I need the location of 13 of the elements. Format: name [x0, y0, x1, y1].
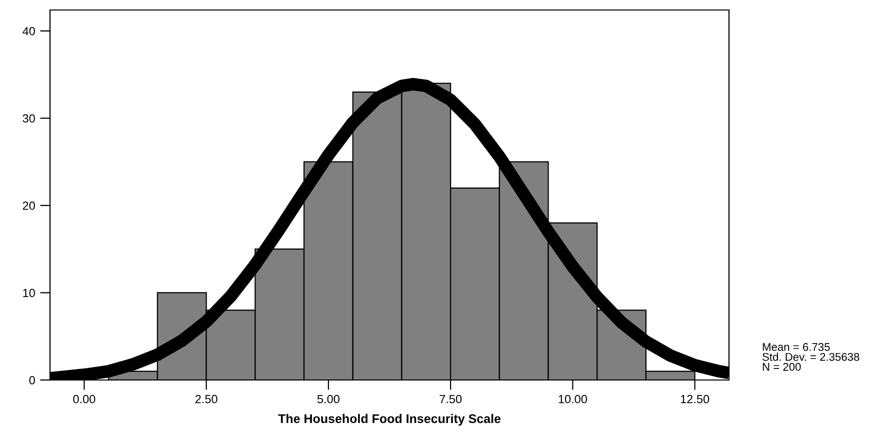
- x-tick-label: 0.00: [73, 394, 96, 404]
- x-axis-title: The Household Food Insecurity Scale: [278, 414, 501, 426]
- y-tick-label: 30: [22, 114, 35, 123]
- text: Mean = 6.735 Std. Dev. = 2.35638 N = 200: [762, 343, 860, 371]
- x-tick-label: 10.00: [558, 394, 587, 404]
- x-tick-label: 7.50: [440, 394, 462, 404]
- y-tick-label: 10: [23, 288, 35, 298]
- y-tick-label: 20: [22, 202, 35, 210]
- x-tick-label: 2.50: [195, 394, 218, 404]
- y-tick-label: 0: [29, 376, 35, 384]
- x-tick-label: 12.50: [680, 394, 710, 404]
- y-tick-label: 40: [22, 26, 35, 36]
- x-tick-label: 5.00: [317, 394, 340, 404]
